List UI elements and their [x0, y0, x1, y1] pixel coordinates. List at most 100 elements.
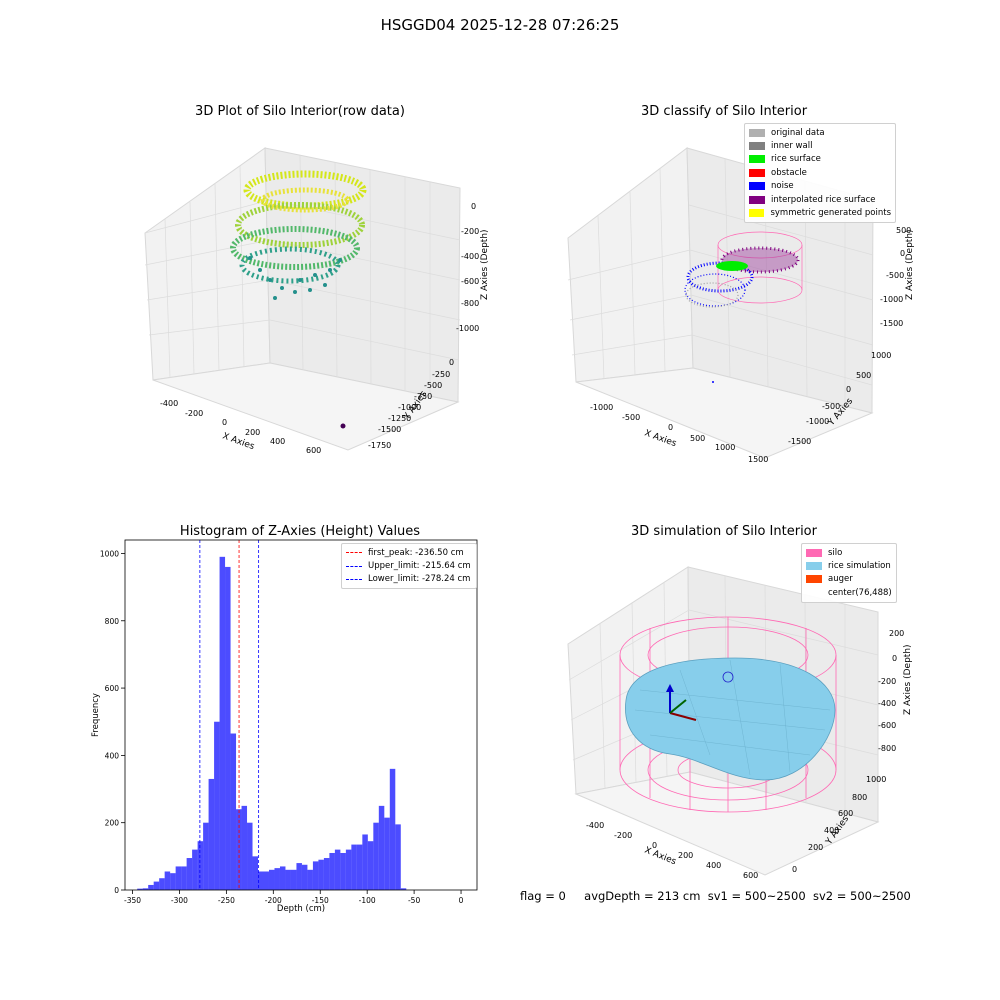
simulation-ytick: 400 — [824, 826, 839, 835]
classify-ztick: 500 — [896, 226, 911, 235]
simulation-legend: silo rice simulation auger center(76,488… — [801, 543, 897, 603]
simulation-ztick: -800 — [878, 744, 896, 753]
simulation-xlabel: X Axies — [643, 846, 678, 868]
y-tick-label: 400 — [105, 751, 120, 760]
legend-item: noise — [749, 180, 891, 193]
histogram-title: Histogram of Z-Axies (Height) Values — [179, 524, 421, 539]
x-tick-label: -100 — [359, 896, 376, 905]
legend-item: Upper_limit: -215.64 cm — [346, 559, 472, 572]
histogram-bar — [258, 871, 264, 890]
legend-swatch — [749, 155, 765, 164]
classify-ytick: 1000 — [871, 351, 891, 360]
raw-xtick: -400 — [160, 399, 178, 408]
simulation-plot-title: 3D simulation of Silo Interior — [631, 524, 817, 539]
histogram-bar — [279, 866, 286, 890]
histogram-bar — [334, 849, 341, 890]
classify-ztick: 0 — [900, 249, 905, 258]
histogram-bar — [290, 869, 297, 890]
histogram-bar — [219, 556, 226, 890]
histogram-bar — [367, 841, 374, 890]
y-tick-label: 600 — [105, 684, 120, 693]
legend-item: obstacle — [749, 166, 891, 179]
legend-swatch — [346, 578, 362, 580]
histogram-bar — [186, 858, 193, 890]
x-tick-label: 0 — [459, 896, 464, 905]
simulation-xtick: -400 — [586, 821, 604, 830]
classify-ytick: 0 — [846, 385, 851, 394]
classify-ztick: -1000 — [880, 295, 903, 304]
legend-item: Lower_limit: -278.24 cm — [346, 573, 472, 586]
x-tick-label: -350 — [124, 896, 141, 905]
histogram-bar — [203, 822, 209, 890]
legend-item: interpolated rice surface — [749, 193, 891, 206]
sv2-text: sv2 = 500~2500 — [812, 889, 911, 903]
histogram-bar — [214, 721, 220, 890]
classify-point-cloud — [684, 231, 803, 383]
histogram-bar — [181, 866, 187, 890]
raw-ytick: -1750 — [368, 441, 391, 450]
histogram-bar — [197, 841, 204, 890]
simulation-xtick: 200 — [678, 851, 693, 860]
raw-xtick: -200 — [185, 409, 203, 418]
y-tick-label: 800 — [105, 617, 120, 626]
simulation-xtick: -200 — [614, 831, 632, 840]
histogram-chart: -350 -300 -250 -200 -150 -100 -50 0 0 200 400 600 8… — [91, 539, 478, 914]
legend-item: original data — [749, 126, 891, 139]
classify-ytick: 500 — [856, 371, 871, 380]
x-tick-label: -200 — [265, 896, 282, 905]
legend-item: inner wall — [749, 139, 891, 152]
raw-3d-plot: -400 -200 0 200 400 600 0 -250 -500 -750… — [144, 147, 490, 455]
raw-ytick: 0 — [449, 358, 454, 367]
classify-ztick: -500 — [886, 271, 904, 280]
y-tick-label: 1000 — [100, 549, 119, 558]
raw-ytick: -500 — [424, 381, 442, 390]
histogram-bar — [247, 822, 253, 890]
raw-xtick: 400 — [270, 437, 285, 446]
histogram-bar — [268, 869, 275, 890]
raw-zlabel: Z Axies (Depth) — [480, 229, 490, 300]
simulation-ztick: 0 — [892, 654, 897, 663]
raw-ytick: -250 — [432, 370, 450, 379]
rice-surface — [625, 657, 836, 781]
y-tick-label: 0 — [114, 886, 119, 895]
auger-marker — [666, 684, 697, 721]
legend-swatch — [346, 565, 362, 567]
histogram-bar — [159, 878, 165, 890]
simulation-ztick: -400 — [878, 699, 896, 708]
histogram-bar — [323, 858, 330, 890]
histogram-bar — [164, 871, 171, 890]
histogram-bar — [142, 888, 149, 890]
figure-title: HSGGD04 2025-12-28 07:26:25 — [380, 16, 620, 34]
histogram-bar — [384, 817, 390, 890]
simulation-xtick: 0 — [652, 841, 657, 850]
histogram-bar — [362, 834, 368, 890]
legend-swatch — [749, 195, 765, 204]
raw-ytick: -750 — [414, 392, 432, 401]
classify-ztick: -1500 — [880, 319, 903, 328]
legend-swatch — [806, 562, 822, 571]
histogram-bar — [285, 869, 291, 890]
classify-ytick: -1500 — [788, 437, 811, 446]
histogram-bar — [373, 822, 379, 890]
x-tick-label: -50 — [408, 896, 420, 905]
histogram-bar — [389, 768, 396, 890]
simulation-ytick: 600 — [838, 809, 853, 818]
raw-xtick: 200 — [245, 428, 260, 437]
raw-ztick: -200 — [461, 227, 479, 236]
histogram-ylabel: Frequency — [91, 693, 101, 737]
simulation-ytick: 0 — [792, 865, 797, 874]
raw-ztick: 0 — [471, 202, 476, 211]
classify-xtick: 0 — [668, 423, 673, 432]
histogram-bar — [252, 856, 259, 890]
legend-swatch — [749, 209, 765, 218]
classify-xtick: 1000 — [715, 443, 735, 452]
simulation-zlabel: Z Axies (Depth) — [903, 644, 913, 715]
status-line: flag = 0 avgDepth = 213 cm sv1 = 500~250… — [520, 889, 911, 903]
histogram-bar — [274, 868, 280, 890]
legend-item: rice surface — [749, 153, 891, 166]
histogram-legend: first_peak: -236.50 cm Upper_limit: -215… — [341, 543, 477, 590]
histogram-bar — [192, 849, 198, 890]
legend-swatch — [806, 575, 822, 584]
simulation-ztick: -200 — [878, 677, 896, 686]
histogram-bar — [340, 852, 346, 890]
